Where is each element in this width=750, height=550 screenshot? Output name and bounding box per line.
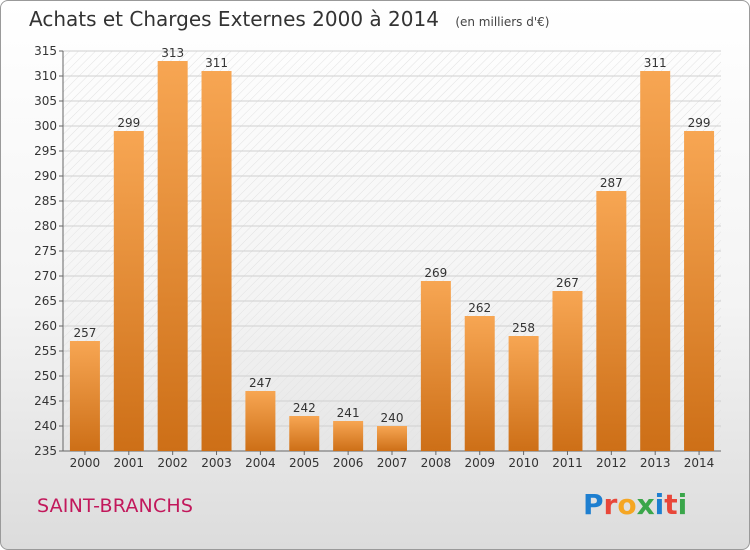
x-tick-label: 2003 bbox=[201, 456, 232, 470]
bar bbox=[684, 131, 715, 451]
y-tick-label: 255 bbox=[34, 344, 57, 358]
y-tick-label: 285 bbox=[34, 194, 57, 208]
city-name: SAINT-BRANCHS bbox=[37, 495, 194, 517]
y-tick-label: 310 bbox=[34, 69, 57, 83]
x-tick-label: 2013 bbox=[640, 456, 671, 470]
plot-area: 235 240 245 250 255 260 265 270 275 280 285 290 295 3… bbox=[34, 44, 721, 470]
bar-value-label: 287 bbox=[600, 176, 623, 190]
bar-value-label: 299 bbox=[688, 116, 711, 130]
y-tick-label: 260 bbox=[34, 319, 57, 333]
logo-letter: x bbox=[636, 488, 655, 521]
logo-letter: i bbox=[677, 488, 688, 521]
y-tick-label: 315 bbox=[34, 44, 57, 58]
y-tick-label: 250 bbox=[34, 369, 57, 383]
x-tick-label: 2012 bbox=[596, 456, 627, 470]
bar-value-label: 258 bbox=[512, 321, 535, 335]
bar-value-label: 240 bbox=[381, 411, 404, 425]
bar bbox=[552, 291, 583, 451]
logo-letter: t bbox=[664, 488, 678, 521]
bar bbox=[113, 131, 144, 451]
bar-value-label: 247 bbox=[249, 376, 272, 390]
bar bbox=[201, 71, 232, 451]
bar bbox=[333, 421, 364, 451]
bar bbox=[377, 426, 407, 451]
bar-value-label: 311 bbox=[644, 56, 667, 70]
proxiti-logo: Proxiti bbox=[583, 488, 687, 521]
chart-title-block: Achats et Charges Externes 2000 à 2014 (… bbox=[29, 7, 549, 31]
bar-value-label: 262 bbox=[468, 301, 491, 315]
y-tick-label: 240 bbox=[34, 419, 57, 433]
logo-letter: i bbox=[654, 488, 665, 521]
y-tick-label: 270 bbox=[34, 269, 57, 283]
logo-letter: r bbox=[603, 488, 618, 521]
bar bbox=[245, 391, 276, 451]
bar-value-label: 311 bbox=[205, 56, 228, 70]
bar-value-label: 241 bbox=[337, 406, 360, 420]
bar-value-label: 257 bbox=[73, 326, 96, 340]
y-tick-label: 305 bbox=[34, 94, 57, 108]
x-tick-label: 2005 bbox=[289, 456, 320, 470]
y-tick-label: 245 bbox=[34, 394, 57, 408]
y-tick-label: 235 bbox=[34, 444, 57, 458]
y-tick-label: 295 bbox=[34, 144, 57, 158]
bar bbox=[420, 281, 451, 451]
chart-subtitle: (en milliers d'€) bbox=[455, 15, 550, 29]
bar bbox=[157, 61, 188, 451]
x-tick-label: 2009 bbox=[464, 456, 495, 470]
bar bbox=[464, 316, 495, 451]
y-tick-label: 275 bbox=[34, 244, 57, 258]
bar-value-label: 313 bbox=[161, 46, 184, 60]
bar-value-label: 242 bbox=[293, 401, 316, 415]
y-tick-label: 300 bbox=[34, 119, 57, 133]
x-tick-label: 2008 bbox=[421, 456, 452, 470]
bar bbox=[289, 416, 320, 451]
x-tick-label: 2006 bbox=[333, 456, 364, 470]
bar bbox=[640, 71, 671, 451]
logo-letter: P bbox=[583, 488, 604, 521]
bar bbox=[508, 336, 539, 451]
bar-value-label: 267 bbox=[556, 276, 579, 290]
y-tick-label: 290 bbox=[34, 169, 57, 183]
bar-value-label: 299 bbox=[117, 116, 140, 130]
x-tick-label: 2011 bbox=[552, 456, 583, 470]
y-tick-label: 280 bbox=[34, 219, 57, 233]
x-tick-label: 2014 bbox=[684, 456, 715, 470]
x-tick-label: 2002 bbox=[157, 456, 188, 470]
bar bbox=[596, 191, 627, 451]
x-tick-label: 2007 bbox=[377, 456, 408, 470]
chart-title: Achats et Charges Externes 2000 à 2014 bbox=[29, 7, 439, 31]
bar bbox=[69, 341, 100, 451]
x-tick-label: 2001 bbox=[114, 456, 145, 470]
x-tick-label: 2004 bbox=[245, 456, 276, 470]
x-tick-label: 2000 bbox=[70, 456, 101, 470]
x-tick-label: 2010 bbox=[508, 456, 539, 470]
y-tick-label: 265 bbox=[34, 294, 57, 308]
logo-letter: o bbox=[617, 488, 637, 521]
bar-value-label: 269 bbox=[424, 266, 447, 280]
